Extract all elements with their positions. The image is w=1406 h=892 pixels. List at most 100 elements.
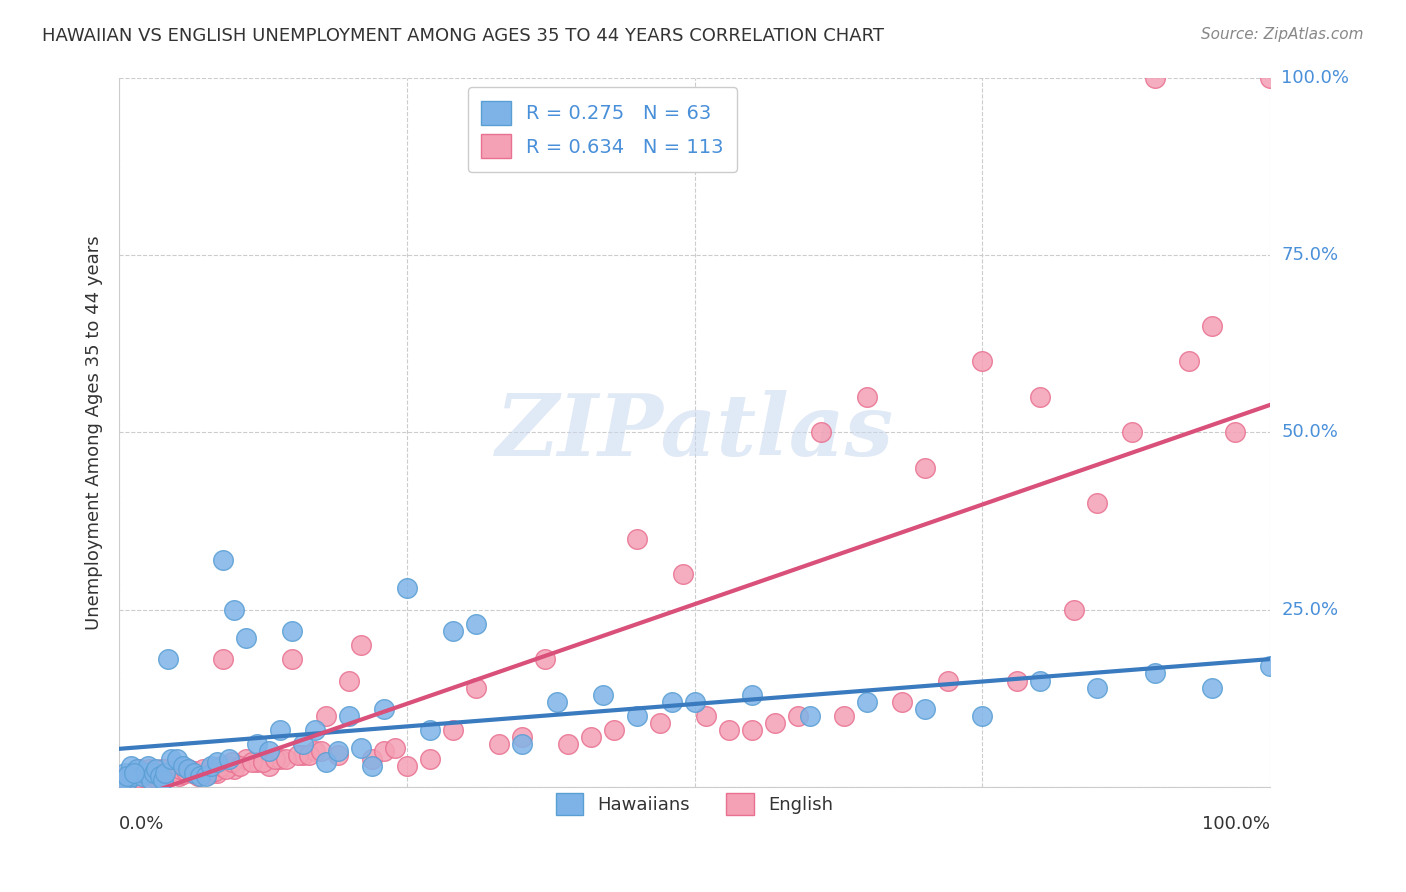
Point	[626, 709, 648, 723]
Text: 25.0%: 25.0%	[1281, 600, 1339, 618]
Point	[156, 769, 179, 783]
Point	[142, 769, 165, 783]
Point	[914, 702, 936, 716]
Point	[115, 772, 138, 787]
Point	[149, 765, 172, 780]
Point	[153, 762, 176, 776]
Point	[183, 764, 205, 779]
Point	[169, 762, 191, 776]
Point	[131, 769, 153, 783]
Point	[194, 765, 217, 780]
Point	[269, 751, 291, 765]
Point	[274, 751, 297, 765]
Point	[120, 758, 142, 772]
Point	[856, 390, 879, 404]
Point	[180, 765, 202, 780]
Point	[118, 772, 141, 786]
Point	[315, 709, 337, 723]
Point	[1258, 70, 1281, 85]
Point	[215, 762, 238, 776]
Point	[810, 425, 832, 440]
Text: 50.0%: 50.0%	[1281, 423, 1339, 442]
Point	[373, 744, 395, 758]
Point	[257, 758, 280, 772]
Point	[269, 723, 291, 738]
Point	[287, 747, 309, 762]
Point	[155, 765, 177, 780]
Point	[235, 751, 257, 765]
Point	[304, 744, 326, 758]
Point	[122, 769, 145, 783]
Point	[142, 764, 165, 779]
Point	[1201, 681, 1223, 695]
Point	[603, 723, 626, 738]
Point	[683, 695, 706, 709]
Point	[211, 652, 233, 666]
Point	[326, 747, 349, 762]
Point	[890, 695, 912, 709]
Point	[1178, 354, 1201, 368]
Point	[534, 652, 557, 666]
Point	[129, 762, 152, 776]
Point	[129, 767, 152, 781]
Point	[257, 744, 280, 758]
Point	[120, 765, 142, 780]
Point	[211, 553, 233, 567]
Point	[441, 723, 464, 738]
Point	[395, 582, 418, 596]
Point	[114, 769, 136, 783]
Point	[441, 624, 464, 638]
Point	[136, 772, 159, 787]
Point	[177, 762, 200, 776]
Point	[157, 767, 180, 781]
Point	[557, 737, 579, 751]
Point	[111, 772, 134, 787]
Point	[166, 765, 188, 780]
Point	[235, 631, 257, 645]
Point	[218, 758, 240, 772]
Point	[218, 751, 240, 765]
Point	[488, 737, 510, 751]
Point	[221, 755, 243, 769]
Point	[177, 762, 200, 776]
Text: 0.0%: 0.0%	[120, 815, 165, 833]
Point	[188, 767, 211, 781]
Point	[174, 764, 197, 779]
Point	[304, 723, 326, 738]
Point	[152, 772, 174, 787]
Point	[205, 765, 228, 780]
Point	[1085, 496, 1108, 510]
Point	[350, 638, 373, 652]
Point	[240, 755, 263, 769]
Point	[205, 755, 228, 769]
Point	[117, 769, 139, 783]
Point	[117, 769, 139, 783]
Point	[1029, 673, 1052, 688]
Point	[246, 737, 269, 751]
Point	[326, 744, 349, 758]
Point	[510, 731, 533, 745]
Point	[148, 767, 170, 781]
Point	[741, 688, 763, 702]
Point	[166, 751, 188, 765]
Point	[131, 769, 153, 783]
Point	[135, 765, 157, 780]
Point	[1258, 659, 1281, 673]
Point	[856, 695, 879, 709]
Point	[1029, 390, 1052, 404]
Point	[1201, 318, 1223, 333]
Point	[156, 652, 179, 666]
Point	[281, 624, 304, 638]
Point	[141, 772, 163, 787]
Point	[1063, 602, 1085, 616]
Point	[263, 751, 285, 765]
Point	[695, 709, 717, 723]
Point	[832, 709, 855, 723]
Point	[718, 723, 741, 738]
Point	[1085, 681, 1108, 695]
Point	[142, 765, 165, 780]
Point	[160, 751, 183, 765]
Point	[395, 758, 418, 772]
Point	[183, 765, 205, 780]
Point	[298, 747, 321, 762]
